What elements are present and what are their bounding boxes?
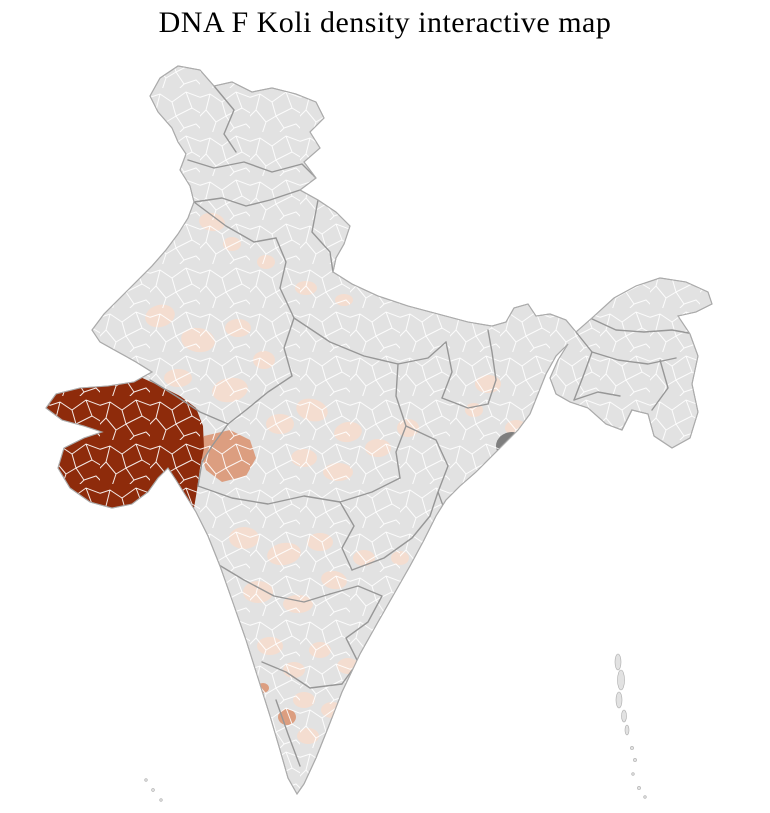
district-borders-overlay [46, 66, 712, 794]
island-dots-southwest[interactable] [144, 778, 163, 802]
district-low[interactable] [329, 733, 347, 747]
density-regions [46, 66, 712, 794]
district-low[interactable] [316, 762, 332, 774]
island-chain-east[interactable] [614, 653, 647, 799]
coastline [45, 65, 713, 796]
district-low[interactable] [349, 691, 367, 705]
page-title: DNA F Koli density interactive map [158, 6, 612, 39]
